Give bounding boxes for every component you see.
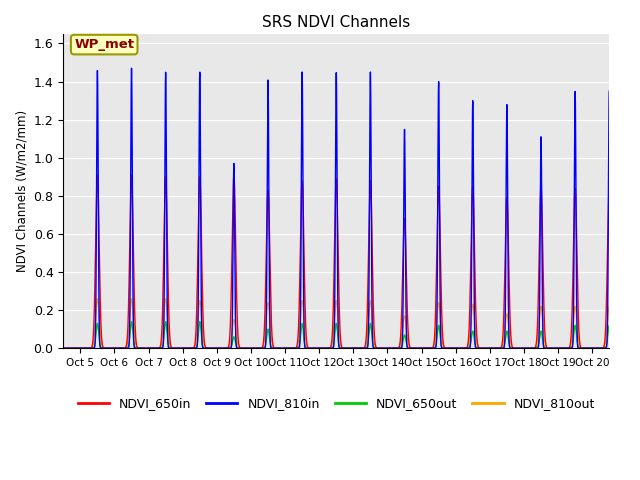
NDVI_650in (268, 333, 276, 338)
NDVI_650out (508, 345, 516, 351)
Y-axis label: NDVI Channels (W/m2/mm): NDVI Channels (W/m2/mm) (15, 110, 28, 272)
NDVI_650in (415, 345, 422, 351)
NDVI_650in (60, 345, 67, 351)
Title: SRS NDVI Channels: SRS NDVI Channels (262, 15, 410, 30)
NDVI_650in (605, 185, 613, 191)
NDVI_650out (467, 339, 475, 345)
NDVI_810out (128, 296, 136, 301)
NDVI_810out (415, 345, 422, 351)
NDVI_810out (268, 340, 276, 346)
NDVI_810in (159, 345, 166, 351)
NDVI_810in (415, 345, 422, 351)
NDVI_650out (268, 345, 276, 351)
NDVI_650out (605, 323, 613, 328)
NDVI_810out (467, 320, 475, 325)
NDVI_810in (60, 345, 67, 351)
NDVI_810in (508, 345, 516, 351)
Text: WP_met: WP_met (74, 38, 134, 51)
NDVI_650in (128, 172, 136, 178)
NDVI_650in (467, 259, 475, 265)
NDVI_650out (159, 343, 166, 349)
Line: NDVI_810out: NDVI_810out (63, 299, 609, 348)
NDVI_810in (387, 345, 395, 351)
NDVI_810out (159, 332, 166, 338)
NDVI_650out (415, 345, 422, 351)
NDVI_810out (508, 345, 516, 350)
NDVI_650out (128, 319, 136, 324)
NDVI_810out (60, 345, 67, 351)
Legend: NDVI_650in, NDVI_810in, NDVI_650out, NDVI_810out: NDVI_650in, NDVI_810in, NDVI_650out, NDV… (72, 392, 600, 415)
NDVI_650out (60, 345, 67, 351)
NDVI_650in (508, 344, 516, 349)
NDVI_810out (387, 345, 395, 351)
NDVI_650in (159, 308, 166, 313)
Line: NDVI_650in: NDVI_650in (63, 175, 609, 348)
NDVI_810in (268, 345, 276, 351)
NDVI_810in (128, 65, 136, 71)
NDVI_650out (387, 345, 395, 351)
NDVI_810in (605, 88, 613, 94)
Line: NDVI_810in: NDVI_810in (63, 68, 609, 348)
NDVI_650in (387, 345, 395, 351)
NDVI_810in (467, 333, 475, 338)
NDVI_810out (605, 303, 613, 309)
Line: NDVI_650out: NDVI_650out (63, 322, 609, 348)
